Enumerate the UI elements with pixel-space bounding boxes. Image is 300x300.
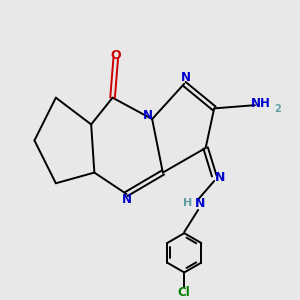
Text: H: H <box>182 198 192 208</box>
Text: N: N <box>181 71 191 84</box>
Text: N: N <box>122 193 131 206</box>
Text: NH: NH <box>251 97 271 110</box>
Text: Cl: Cl <box>178 286 190 299</box>
Text: O: O <box>110 49 121 62</box>
Text: N: N <box>215 171 226 184</box>
Text: 2: 2 <box>274 103 281 114</box>
Text: N: N <box>143 109 153 122</box>
Text: N: N <box>194 197 205 210</box>
